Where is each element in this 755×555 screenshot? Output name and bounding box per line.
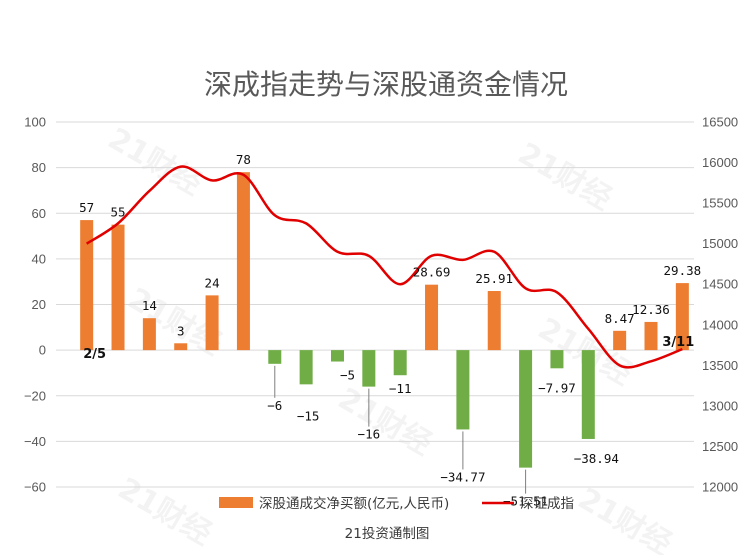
right-tick-label: 16000: [702, 155, 738, 170]
bar-data-label: 29.38: [664, 263, 702, 278]
bar: [80, 220, 94, 351]
bar: [205, 295, 219, 351]
bar: [675, 283, 689, 351]
bar-data-label: 25.91: [475, 271, 513, 286]
right-tick-label: 14500: [702, 277, 738, 292]
bar-data-labels: 57 55 14 3 24 78 −6 −15 −5 −16 −11 28.69 −34.77 25.91…: [79, 152, 701, 508]
watermark-layer: 21财经21财经21财经21财经21财经21财经21财经: [102, 121, 678, 555]
bar: [550, 350, 564, 369]
bar-data-label: −16: [358, 427, 381, 442]
left-tick-label: 20: [32, 297, 46, 312]
left-tick-label: 60: [32, 206, 46, 221]
watermark-text: 21财经: [332, 381, 438, 462]
bar: [456, 350, 470, 430]
right-tick-label: 13000: [702, 398, 738, 413]
bar: [613, 330, 627, 351]
line-path: [85, 165, 683, 369]
left-axis-ticks: 100 80 60 40 20 0 −20 −40 −60: [24, 115, 46, 495]
right-tick-label: 12500: [702, 439, 738, 454]
line-series: [85, 165, 683, 369]
bar-data-label: 8.47: [605, 311, 635, 326]
bar-data-label: 14: [142, 298, 157, 313]
bar: [362, 350, 376, 387]
left-tick-label: 80: [32, 160, 46, 175]
right-tick-label: 16500: [702, 115, 738, 130]
chart-credit: 21投资通制图: [345, 526, 430, 542]
bar-data-label: 3: [177, 323, 185, 338]
left-tick-label: 0: [39, 343, 46, 358]
bar: [425, 284, 439, 351]
bar-data-label: 55: [110, 205, 125, 220]
bar: [487, 291, 501, 351]
legend-bar-swatch: [219, 497, 253, 508]
bar-data-label: −15: [297, 408, 320, 423]
bar: [581, 350, 595, 439]
left-tick-label: −40: [24, 434, 46, 449]
legend-line-label: 深证成指: [520, 496, 574, 512]
right-axis-ticks: 16500 16000 15500 15000 14500 14000 13500 13000…: [702, 115, 738, 495]
bar-data-label: 28.69: [413, 265, 451, 280]
bar-data-label: −6: [267, 398, 282, 413]
bar: [519, 350, 533, 468]
bar: [236, 172, 250, 351]
line-start-label: 2/5: [83, 347, 106, 362]
right-tick-label: 15500: [702, 196, 738, 211]
bar-data-label: −34.77: [440, 469, 485, 484]
bar: [174, 343, 188, 351]
bar-data-label: −38.94: [574, 451, 619, 466]
bar: [393, 350, 407, 376]
bar: [644, 321, 658, 351]
bar-data-label: −51.51: [503, 494, 548, 509]
bar-data-label: −5: [340, 368, 355, 383]
chart-title: 深成指走势与深股通资金情况: [204, 68, 568, 101]
bar: [268, 350, 282, 364]
left-tick-label: −60: [24, 480, 46, 495]
bar: [330, 350, 344, 362]
left-tick-label: −20: [24, 388, 46, 403]
bar-series: [80, 172, 689, 468]
bar-data-label: 24: [205, 275, 220, 290]
watermark-text: 21财经: [572, 481, 678, 555]
right-tick-label: 14000: [702, 317, 738, 332]
right-tick-label: 15000: [702, 236, 738, 251]
line-end-label: 3/11: [662, 335, 694, 350]
watermark-text: 21财经: [512, 136, 618, 217]
legend: 深股通成交净买额(亿元,人民币) 深证成指: [219, 495, 574, 512]
bar-data-label: −7.97: [538, 380, 576, 395]
right-tick-label: 12000: [702, 480, 738, 495]
legend-bar-label: 深股通成交净买额(亿元,人民币): [259, 495, 449, 512]
bar-data-label: 78: [236, 152, 251, 167]
bar: [142, 318, 156, 351]
watermark-text: 21财经: [112, 471, 218, 552]
watermark-text: 21财经: [102, 121, 208, 202]
bar-data-label: 57: [79, 200, 94, 215]
bar-data-label: −11: [389, 381, 412, 396]
bar: [299, 350, 313, 385]
bar: [111, 224, 125, 351]
right-tick-label: 13500: [702, 358, 738, 373]
left-tick-label: 100: [24, 115, 46, 130]
label-leaders: [274, 365, 527, 494]
bar-data-label: 12.36: [632, 302, 670, 317]
left-tick-label: 40: [32, 251, 46, 266]
